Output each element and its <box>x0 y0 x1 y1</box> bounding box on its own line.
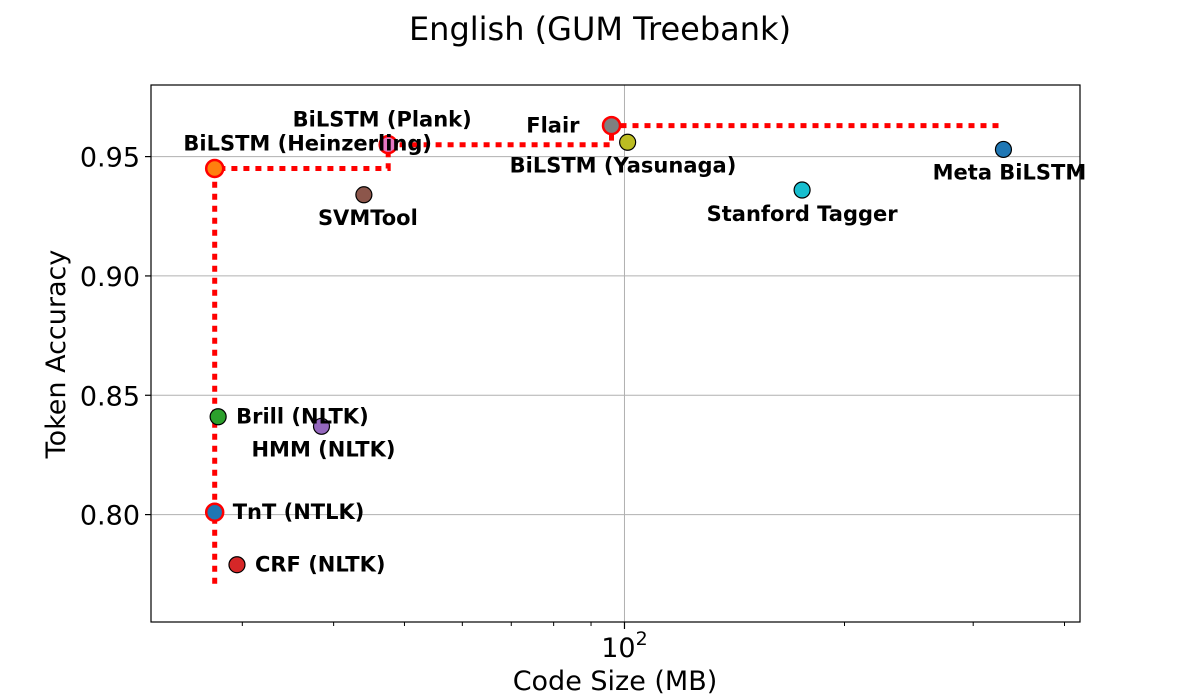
data-point <box>378 134 398 155</box>
x-ticks: 102 <box>601 622 648 664</box>
point-label: Brill (NLTK) <box>236 405 369 429</box>
data-point <box>601 115 622 136</box>
point-label: HMM (NLTK) <box>251 437 395 461</box>
grid <box>151 85 1080 622</box>
pareto-front-line <box>212 123 1004 584</box>
y-axis-label: Token Accuracy <box>41 250 72 460</box>
data-points <box>204 115 1013 574</box>
y-tick-label: 0.95 <box>80 143 140 174</box>
data-point <box>204 502 225 522</box>
pareto-front <box>212 123 1004 584</box>
data-point <box>228 556 246 574</box>
point-label: Meta BiLSTM <box>933 160 1087 184</box>
x-tick-label: 102 <box>601 628 647 664</box>
y-tick-label: 0.90 <box>80 262 140 293</box>
data-point <box>619 133 637 151</box>
point-label: CRF (NLTK) <box>255 553 386 577</box>
y-ticks: 0.80 0.85 0.90 0.95 <box>80 143 151 532</box>
x-minor-ticks <box>241 622 1066 626</box>
point-label: BiLSTM (Yasunaga) <box>510 153 737 177</box>
point-label: SVMTool <box>318 206 418 230</box>
data-point <box>209 408 227 426</box>
point-label: BiLSTM (Plank) <box>293 108 472 132</box>
data-point <box>312 417 331 435</box>
y-tick-label: 0.80 <box>80 501 140 532</box>
point-label: BiLSTM (Heinzerling) <box>183 132 432 156</box>
point-label: Stanford Tagger <box>707 202 899 226</box>
data-point <box>793 181 811 199</box>
x-axis-label: Code Size (MB) <box>513 666 718 697</box>
point-label: TnT (NTLK) <box>233 500 365 524</box>
data-point <box>994 140 1013 159</box>
y-tick-label: 0.85 <box>80 381 140 412</box>
point-label: Flair <box>526 114 580 138</box>
data-point <box>355 186 373 204</box>
point-labels: TnT (NTLK) CRF (NLTK) Brill (NLTK) HMM (NLT… <box>183 108 1086 577</box>
plot-frame <box>150 84 1081 623</box>
chart-title: English (GUM Treebank) <box>409 10 791 48</box>
data-point <box>204 158 225 179</box>
